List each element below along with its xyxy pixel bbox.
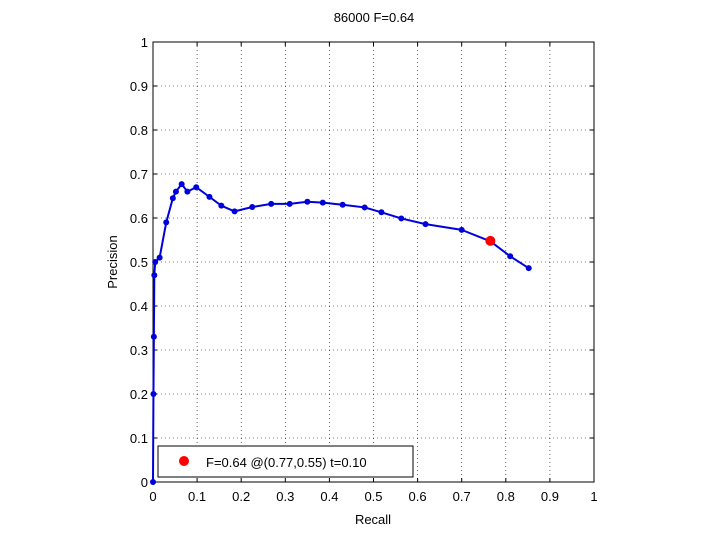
y-tick-label: 1 [141,35,148,50]
legend-label: F=0.64 @(0.77,0.55) t=0.10 [206,455,367,470]
x-tick-label: 0.2 [232,489,250,504]
y-tick-label: 0.2 [130,387,148,402]
data-point [525,265,532,272]
data-series [150,181,532,485]
data-point [163,219,170,226]
data-point [422,221,429,228]
y-tick-label: 0.3 [130,343,148,358]
data-point [206,193,213,200]
data-point [249,204,256,210]
best-f-point [485,235,496,246]
x-tick-label: 0 [149,489,156,504]
data-point [378,209,385,216]
data-point [218,202,225,209]
legend: F=0.64 @(0.77,0.55) t=0.10 [157,445,414,478]
y-tick-label: 0.9 [130,79,148,94]
x-tick-label: 0.5 [364,489,382,504]
grid-lines [153,42,594,482]
x-tick-label: 0.7 [453,489,471,504]
legend-marker [179,456,189,466]
data-point [268,200,275,207]
data-point [458,226,465,233]
y-tick-label: 0.7 [130,167,148,182]
data-point [193,184,200,191]
data-point [286,200,293,207]
data-point [156,254,163,261]
y-tick-label: 0.5 [130,255,148,270]
legend-box [157,445,414,478]
x-tick-label: 1 [590,489,597,504]
data-point [398,215,405,222]
data-point [150,391,157,397]
data-point [507,253,514,260]
highlight-point-layer [485,235,496,246]
data-point [304,198,311,205]
series-line [152,183,530,483]
data-point [319,199,326,206]
x-tick-label: 0.4 [320,489,338,504]
x-axis-label: Recall [355,512,391,527]
data-point [150,479,156,485]
x-tick-label: 0.8 [497,489,515,504]
x-tick-label: 0.1 [188,489,206,504]
x-tick-label: 0.6 [409,489,427,504]
y-tick-label: 0.4 [130,299,148,314]
y-tick-label: 0.6 [130,211,148,226]
y-axis-label: Precision [105,235,120,288]
data-point [184,188,191,195]
data-point [178,181,185,188]
data-point [152,259,159,265]
chart-title: 86000 F=0.64 [334,10,415,25]
axis-ticks: 0 0.1 0.2 0.3 0.4 0.5 0.6 0.7 0.8 0.9 1 0 0.1 0.2 0.3 0… [130,35,598,504]
y-tick-label: 0.1 [130,431,148,446]
y-tick-label: 0.8 [130,123,148,138]
data-point [361,204,368,211]
data-point [169,195,176,202]
data-point [231,208,238,215]
data-point [172,188,179,195]
data-point [151,272,158,279]
x-tick-label: 0.3 [276,489,294,504]
data-point [150,333,157,340]
data-point [339,201,346,208]
y-tick-label: 0 [141,475,148,490]
x-tick-label: 0.9 [541,489,559,504]
